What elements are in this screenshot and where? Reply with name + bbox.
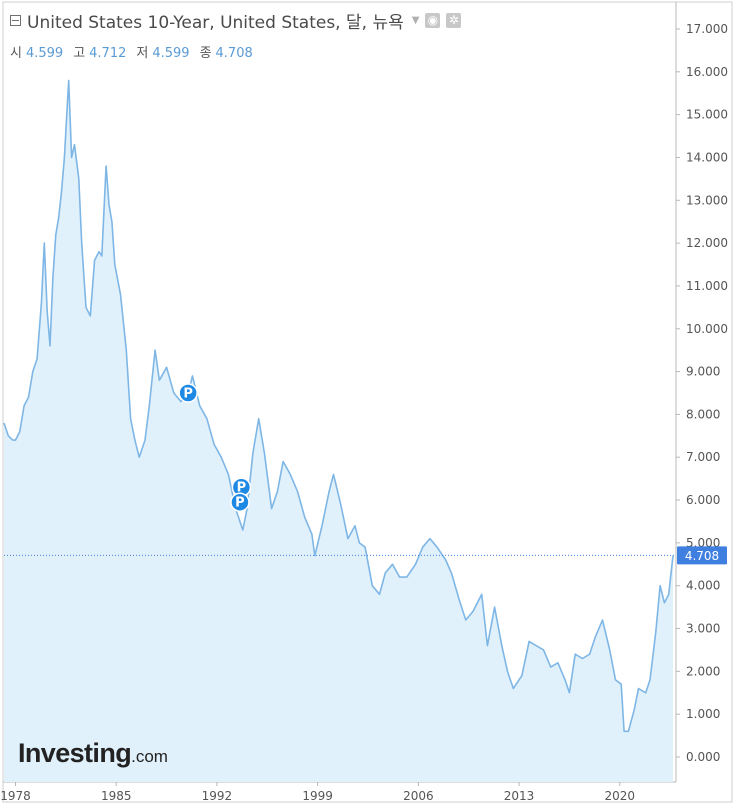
ohlc-open-label: 시 (10, 46, 22, 61)
y-tick-label: 0.000 (686, 750, 720, 764)
last-price-label: 4.708 (685, 549, 719, 563)
ohlc-high-label: 고 (73, 46, 86, 61)
x-tick-label: 2006 (403, 789, 434, 803)
x-tick-label: 1985 (101, 789, 132, 803)
x-tick-label: 2020 (604, 789, 635, 803)
gear-icon[interactable]: ✲ (446, 13, 462, 28)
y-tick-label: 3.000 (686, 622, 720, 636)
event-marker[interactable]: P (230, 492, 250, 512)
last-price-badge (677, 546, 727, 565)
event-marker-circle[interactable] (178, 383, 198, 403)
event-marker[interactable]: P (178, 383, 198, 403)
y-tick-label: 8.000 (686, 407, 720, 421)
ohlc-close-label: 종 (199, 46, 212, 61)
collapse-icon[interactable] (10, 15, 21, 26)
y-tick-label: 6.000 (686, 493, 720, 507)
y-tick-label: 12.000 (686, 236, 728, 250)
ohlc-low-value: 4.599 (152, 46, 190, 61)
logo-suffix: .com (131, 747, 168, 766)
ohlc-low: 저 4.599 (136, 42, 189, 61)
event-marker-glyph: P (183, 387, 193, 402)
y-tick-label: 7.000 (686, 450, 720, 464)
x-tick-label: 1992 (202, 789, 233, 803)
event-marker-glyph: P (237, 481, 247, 496)
series-area-fill (4, 80, 673, 782)
ohlc-bar: 시 4.599 고 4.712 저 4.599 종 4.708 (10, 42, 253, 61)
eye-icon[interactable]: ◉ (425, 13, 441, 28)
x-tick-label: 1999 (302, 789, 333, 803)
event-marker-glyph: P (235, 496, 245, 511)
y-tick-label: 17.000 (686, 22, 728, 36)
y-tick-label: 15.000 (686, 108, 728, 122)
y-tick-label: 9.000 (686, 365, 720, 379)
ohlc-high-value: 4.712 (89, 46, 127, 61)
y-tick-label: 10.000 (686, 322, 728, 336)
chevron-down-icon[interactable]: ▼ (411, 15, 420, 26)
ohlc-open-value: 4.599 (25, 46, 64, 61)
series-line[interactable] (3, 79, 674, 733)
event-marker-circle[interactable] (230, 492, 250, 512)
y-tick-label: 13.000 (686, 193, 728, 207)
ohlc-low-label: 저 (136, 46, 149, 61)
x-tick-label: 1978 (0, 789, 31, 803)
chart-title: United States 10-Year, United States, 달,… (27, 13, 404, 33)
x-tick-label: 2013 (504, 789, 535, 803)
y-tick-label: 5.000 (686, 536, 720, 550)
y-tick-label: 14.000 (686, 150, 728, 164)
ohlc-open: 시 4.599 (10, 42, 63, 61)
y-tick-label: 4.000 (686, 579, 720, 593)
ohlc-close-value: 4.708 (215, 46, 253, 61)
y-tick-label: 1.000 (686, 707, 720, 721)
ohlc-close: 종 4.708 (200, 42, 253, 61)
y-tick-label: 11.000 (686, 279, 728, 293)
y-tick-label: 16.000 (686, 65, 728, 79)
logo-brand: Investing (18, 738, 132, 768)
y-tick-label: 2.000 (686, 664, 720, 678)
chart-header: United States 10-Year, United States, 달,… (10, 8, 462, 33)
ohlc-high: 고 4.712 (73, 42, 126, 61)
investing-logo: Investing.com (18, 738, 168, 769)
